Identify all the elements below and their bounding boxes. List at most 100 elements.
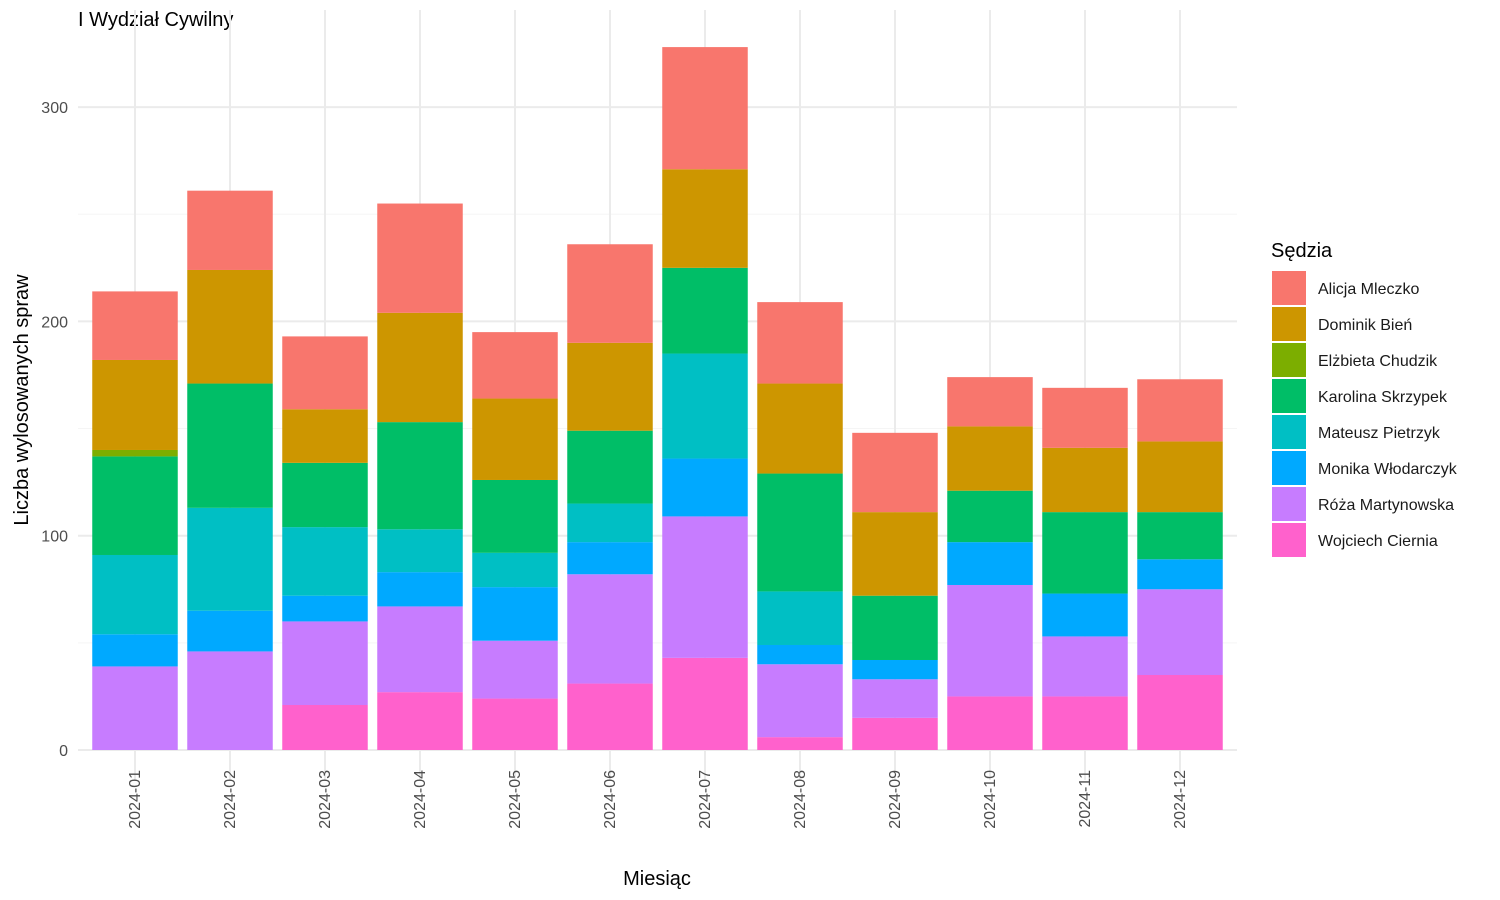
bar-segment [282,462,368,528]
legend-label: Róża Martynowska [1318,497,1454,514]
legend-swatch [1272,523,1306,557]
legend-title: Sędzia [1271,240,1333,262]
bar-segment [947,426,1033,491]
legend-label: Karolina Skrzypek [1318,389,1448,406]
y-axis-title: Liczba wylosowanych spraw [11,274,33,526]
legend-label: Elżbieta Chudzik [1318,353,1438,370]
bar-segment [567,430,653,504]
bar-segment [472,552,558,588]
y-tick-label: 0 [59,743,68,760]
bar-segment [92,291,178,360]
bar-segment [282,595,368,622]
legend: Sędzia Alicja Mleczko Dominik Bień Elżbiet… [1271,240,1458,557]
y-tick-label: 100 [41,529,68,546]
bar-segment [757,737,843,750]
bar-segment [92,666,178,750]
bar-segment [187,651,273,750]
bar-segment [1042,387,1128,448]
bar-segment [1137,589,1223,675]
legend-swatch [1272,271,1306,305]
legend-label: Monika Włodarczyk [1318,461,1458,478]
bar-segment [1042,636,1128,697]
bar-segment [1042,593,1128,637]
bar-segment [662,458,748,517]
legend-label: Alicja Mleczko [1318,281,1419,298]
bar-segment [472,698,558,750]
x-tick-label: 2024-09 [887,770,904,829]
bar-segment [852,717,938,750]
bar-segment [1137,441,1223,513]
bar-segment [282,704,368,750]
bar-segment [472,332,558,399]
bar-segment [1137,559,1223,590]
bar-segment [757,644,843,665]
bar-segment [567,574,653,684]
bar-segment [852,432,938,513]
bar-segment [472,587,558,641]
bar-segment [92,634,178,667]
legend-swatch [1272,487,1306,521]
bar-segment [377,606,463,693]
x-tick-label: 2024-03 [317,770,334,829]
bar-segment [92,456,178,555]
bar-segment [947,696,1033,750]
bar-segment [757,383,843,474]
bar-segment [1042,696,1128,750]
bar-segment [1137,512,1223,560]
bar-segment [377,529,463,573]
x-tick-label: 2024-07 [697,770,714,829]
x-axis: 2024-01 2024-02 2024-03 2024-04 2024-05 2024-… [127,770,1189,829]
bar-segment [757,664,843,738]
bar-segment [472,640,558,699]
bar-segment [947,377,1033,427]
x-tick-label: 2024-01 [127,770,144,829]
bar-segment [757,591,843,645]
bar-segment [852,679,938,718]
x-tick-label: 2024-10 [982,770,999,829]
chart-title: I Wydział Cywilny [78,9,233,31]
legend-swatch [1272,379,1306,413]
legend-label: Dominik Bień [1318,317,1412,334]
bar-segment [282,527,368,596]
x-tick-label: 2024-11 [1077,770,1094,828]
bar-segment [662,657,748,750]
legend-label: Wojciech Ciernia [1318,533,1438,550]
bar-segment [377,203,463,313]
bar-segment [1137,379,1223,442]
bar-segment [1042,447,1128,513]
bar-segment [92,449,178,457]
bar-segment [1137,674,1223,750]
legend-swatch [1272,451,1306,485]
bar-segment [282,409,368,463]
bar-segment [567,683,653,750]
bar-segment [947,542,1033,585]
bar-segment [757,473,843,592]
bar-segment [662,169,748,268]
bar-segment [662,267,748,354]
bar-segment [472,398,558,480]
y-tick-label: 200 [41,314,68,331]
bar-segment [567,342,653,431]
bar-segment [567,542,653,575]
bar-segment [947,490,1033,543]
x-tick-label: 2024-12 [1172,770,1189,829]
bars [92,47,1223,750]
legend-swatch [1272,307,1306,341]
x-tick-label: 2024-02 [222,770,239,829]
bar-segment [1042,512,1128,594]
legend-label: Mateusz Pietrzyk [1318,425,1441,442]
x-tick-label: 2024-08 [792,770,809,829]
y-tick-label: 300 [41,100,68,117]
x-tick-label: 2024-05 [507,770,524,829]
x-tick-label: 2024-04 [412,770,429,829]
bar-segment [282,336,368,410]
bar-segment [662,516,748,658]
bar-segment [567,244,653,343]
bar-segment [567,503,653,543]
bar-segment [92,554,178,635]
bar-segment [282,621,368,705]
bar-segment [377,572,463,607]
bar-segment [92,359,178,450]
bar-segment [377,422,463,530]
